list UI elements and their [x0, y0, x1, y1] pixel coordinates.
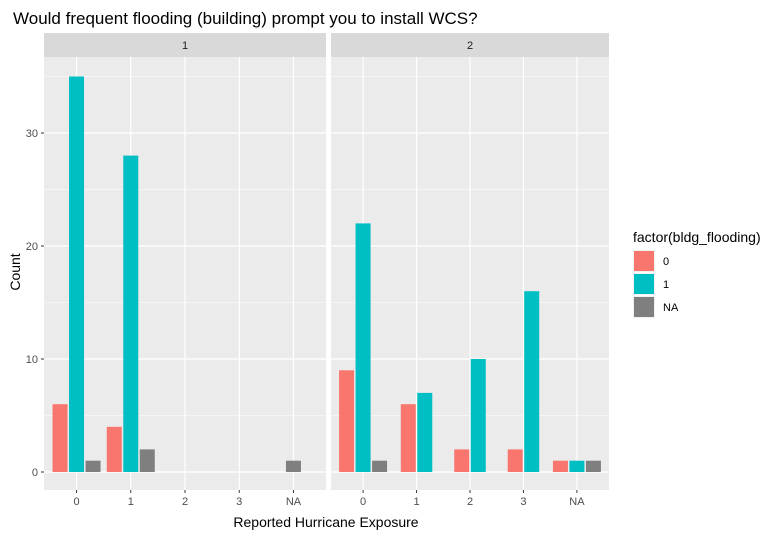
legend-label: 0: [663, 256, 669, 268]
facet-panel: 2 0 1 2 3 NA: [331, 33, 609, 508]
legend-label: NA: [663, 302, 679, 314]
facet-strip: [44, 33, 326, 57]
y-tick-label: 30: [26, 128, 38, 140]
bar-0-x-1: [400, 404, 416, 472]
facet-strip-label: 1: [182, 40, 188, 52]
y-tick-label: 20: [26, 241, 38, 253]
bar-1-x-3: [524, 291, 540, 472]
bar-0-x-NA: [552, 460, 568, 472]
legend-swatch-NA: [634, 297, 654, 317]
x-tick-label: 2: [467, 496, 473, 508]
bar-0-x-1: [106, 426, 122, 472]
chart-title: Would frequent flooding (building) promp…: [13, 9, 478, 28]
facet-strip-label: 2: [467, 40, 473, 52]
bar-NA-x-NA: [285, 460, 301, 472]
legend-swatch-1: [634, 274, 654, 294]
bar-NA-x-NA: [585, 460, 601, 472]
x-tick-label: 0: [360, 496, 366, 508]
bar-1-x-NA: [569, 460, 585, 472]
x-tick-label: 2: [182, 496, 188, 508]
bar-1-x-1: [417, 392, 433, 472]
y-axis-label: Count: [7, 253, 23, 290]
bar-1-x-0: [355, 223, 371, 472]
bar-1-x-0: [69, 76, 85, 472]
bar-NA-x-1: [139, 449, 155, 472]
legend-swatch-0: [634, 251, 654, 271]
y-tick-label: 10: [26, 354, 38, 366]
x-tick-label: NA: [569, 496, 585, 508]
x-tick-label: 0: [73, 496, 79, 508]
bar-NA-x-0: [372, 460, 388, 472]
bar-0-x-3: [507, 449, 523, 472]
x-tick-label: 3: [236, 496, 242, 508]
facet-strip: [331, 33, 609, 57]
bar-1-x-2: [470, 359, 486, 472]
bar-0-x-0: [52, 404, 68, 472]
x-tick-label: NA: [286, 496, 302, 508]
bar-0-x-2: [454, 449, 470, 472]
x-axis-label: Reported Hurricane Exposure: [233, 514, 418, 530]
x-tick-label: 1: [128, 496, 134, 508]
x-tick-label: 1: [413, 496, 419, 508]
legend-label: 1: [663, 279, 669, 291]
bar-0-x-0: [339, 370, 355, 472]
x-tick-label: 3: [520, 496, 526, 508]
legend-title: factor(bldg_flooding): [633, 229, 761, 245]
legend: factor(bldg_flooding) 0 1 NA: [633, 229, 761, 318]
y-tick-label: 0: [32, 467, 38, 479]
bar-NA-x-0: [85, 460, 101, 472]
bar-1-x-1: [123, 155, 139, 472]
